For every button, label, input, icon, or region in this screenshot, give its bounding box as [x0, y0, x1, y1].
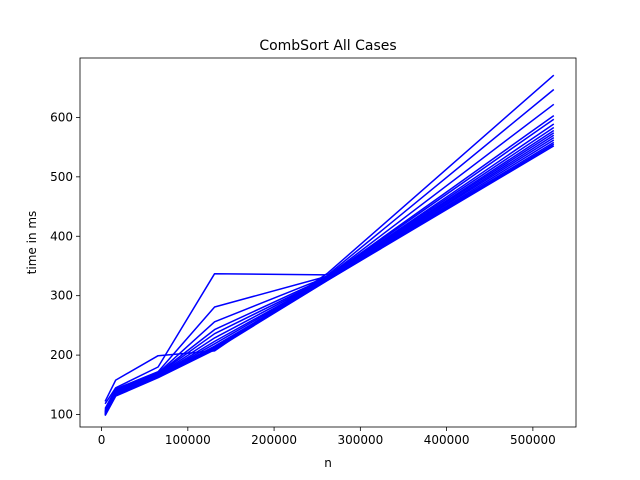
- y-tick-label: 100: [50, 408, 73, 422]
- x-axis-label: n: [324, 456, 332, 470]
- y-tick-label: 500: [50, 170, 73, 184]
- y-tick-label: 200: [50, 348, 73, 362]
- chart-title: CombSort All Cases: [259, 38, 396, 54]
- series-line-2: [104, 88, 555, 405]
- x-tick-label: 200000: [251, 433, 297, 447]
- x-tick-label: 500000: [510, 433, 556, 447]
- y-tick-label: 300: [50, 289, 73, 303]
- plot-lines: [104, 74, 555, 417]
- x-tick-label: 300000: [337, 433, 383, 447]
- x-tick-label: 0: [98, 433, 106, 447]
- x-tick-label: 100000: [165, 433, 211, 447]
- x-tick-label: 400000: [424, 433, 470, 447]
- y-axis-ticks: 100 200 300 400 500 600: [50, 110, 80, 422]
- y-axis-label: time in ms: [25, 211, 39, 275]
- y-tick-label: 400: [50, 229, 73, 243]
- series-line-15: [104, 145, 555, 417]
- plot-frame: [79, 57, 577, 428]
- y-tick-label: 600: [50, 110, 73, 124]
- x-axis-ticks: 0 100000 200000 300000 400000 500000: [98, 427, 556, 447]
